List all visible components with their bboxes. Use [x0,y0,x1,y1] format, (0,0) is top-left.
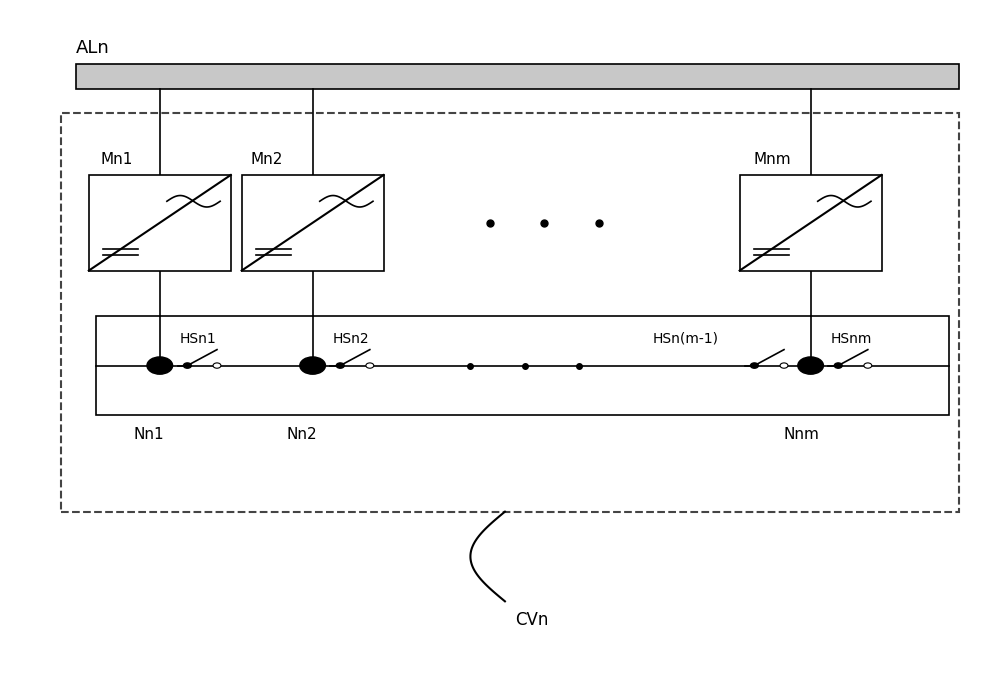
Circle shape [336,363,344,368]
Circle shape [366,363,374,368]
Circle shape [780,363,788,368]
Text: HSnm: HSnm [830,332,872,346]
Circle shape [183,363,191,368]
Text: Nnm: Nnm [783,427,819,442]
Bar [89,175,231,271]
Text: HSn(m-1): HSn(m-1) [653,332,719,346]
Text: Mn2: Mn2 [251,152,283,167]
Text: Mn1: Mn1 [101,152,133,167]
Text: HSn1: HSn1 [180,332,216,346]
Bar [740,175,882,271]
Text: HSn2: HSn2 [332,332,369,346]
Circle shape [300,357,325,374]
Circle shape [750,363,758,368]
Text: Nn2: Nn2 [286,427,317,442]
Text: ALn: ALn [76,39,110,58]
Text: Mnm: Mnm [753,152,791,167]
Circle shape [213,363,221,368]
Text: CVn: CVn [515,612,548,629]
Bar [242,175,384,271]
Bar [76,64,959,89]
Text: Nn1: Nn1 [133,427,164,442]
Circle shape [864,363,872,368]
Circle shape [834,363,842,368]
Bar [61,113,959,512]
Circle shape [798,357,823,374]
Bar [96,316,949,416]
Circle shape [147,357,173,374]
